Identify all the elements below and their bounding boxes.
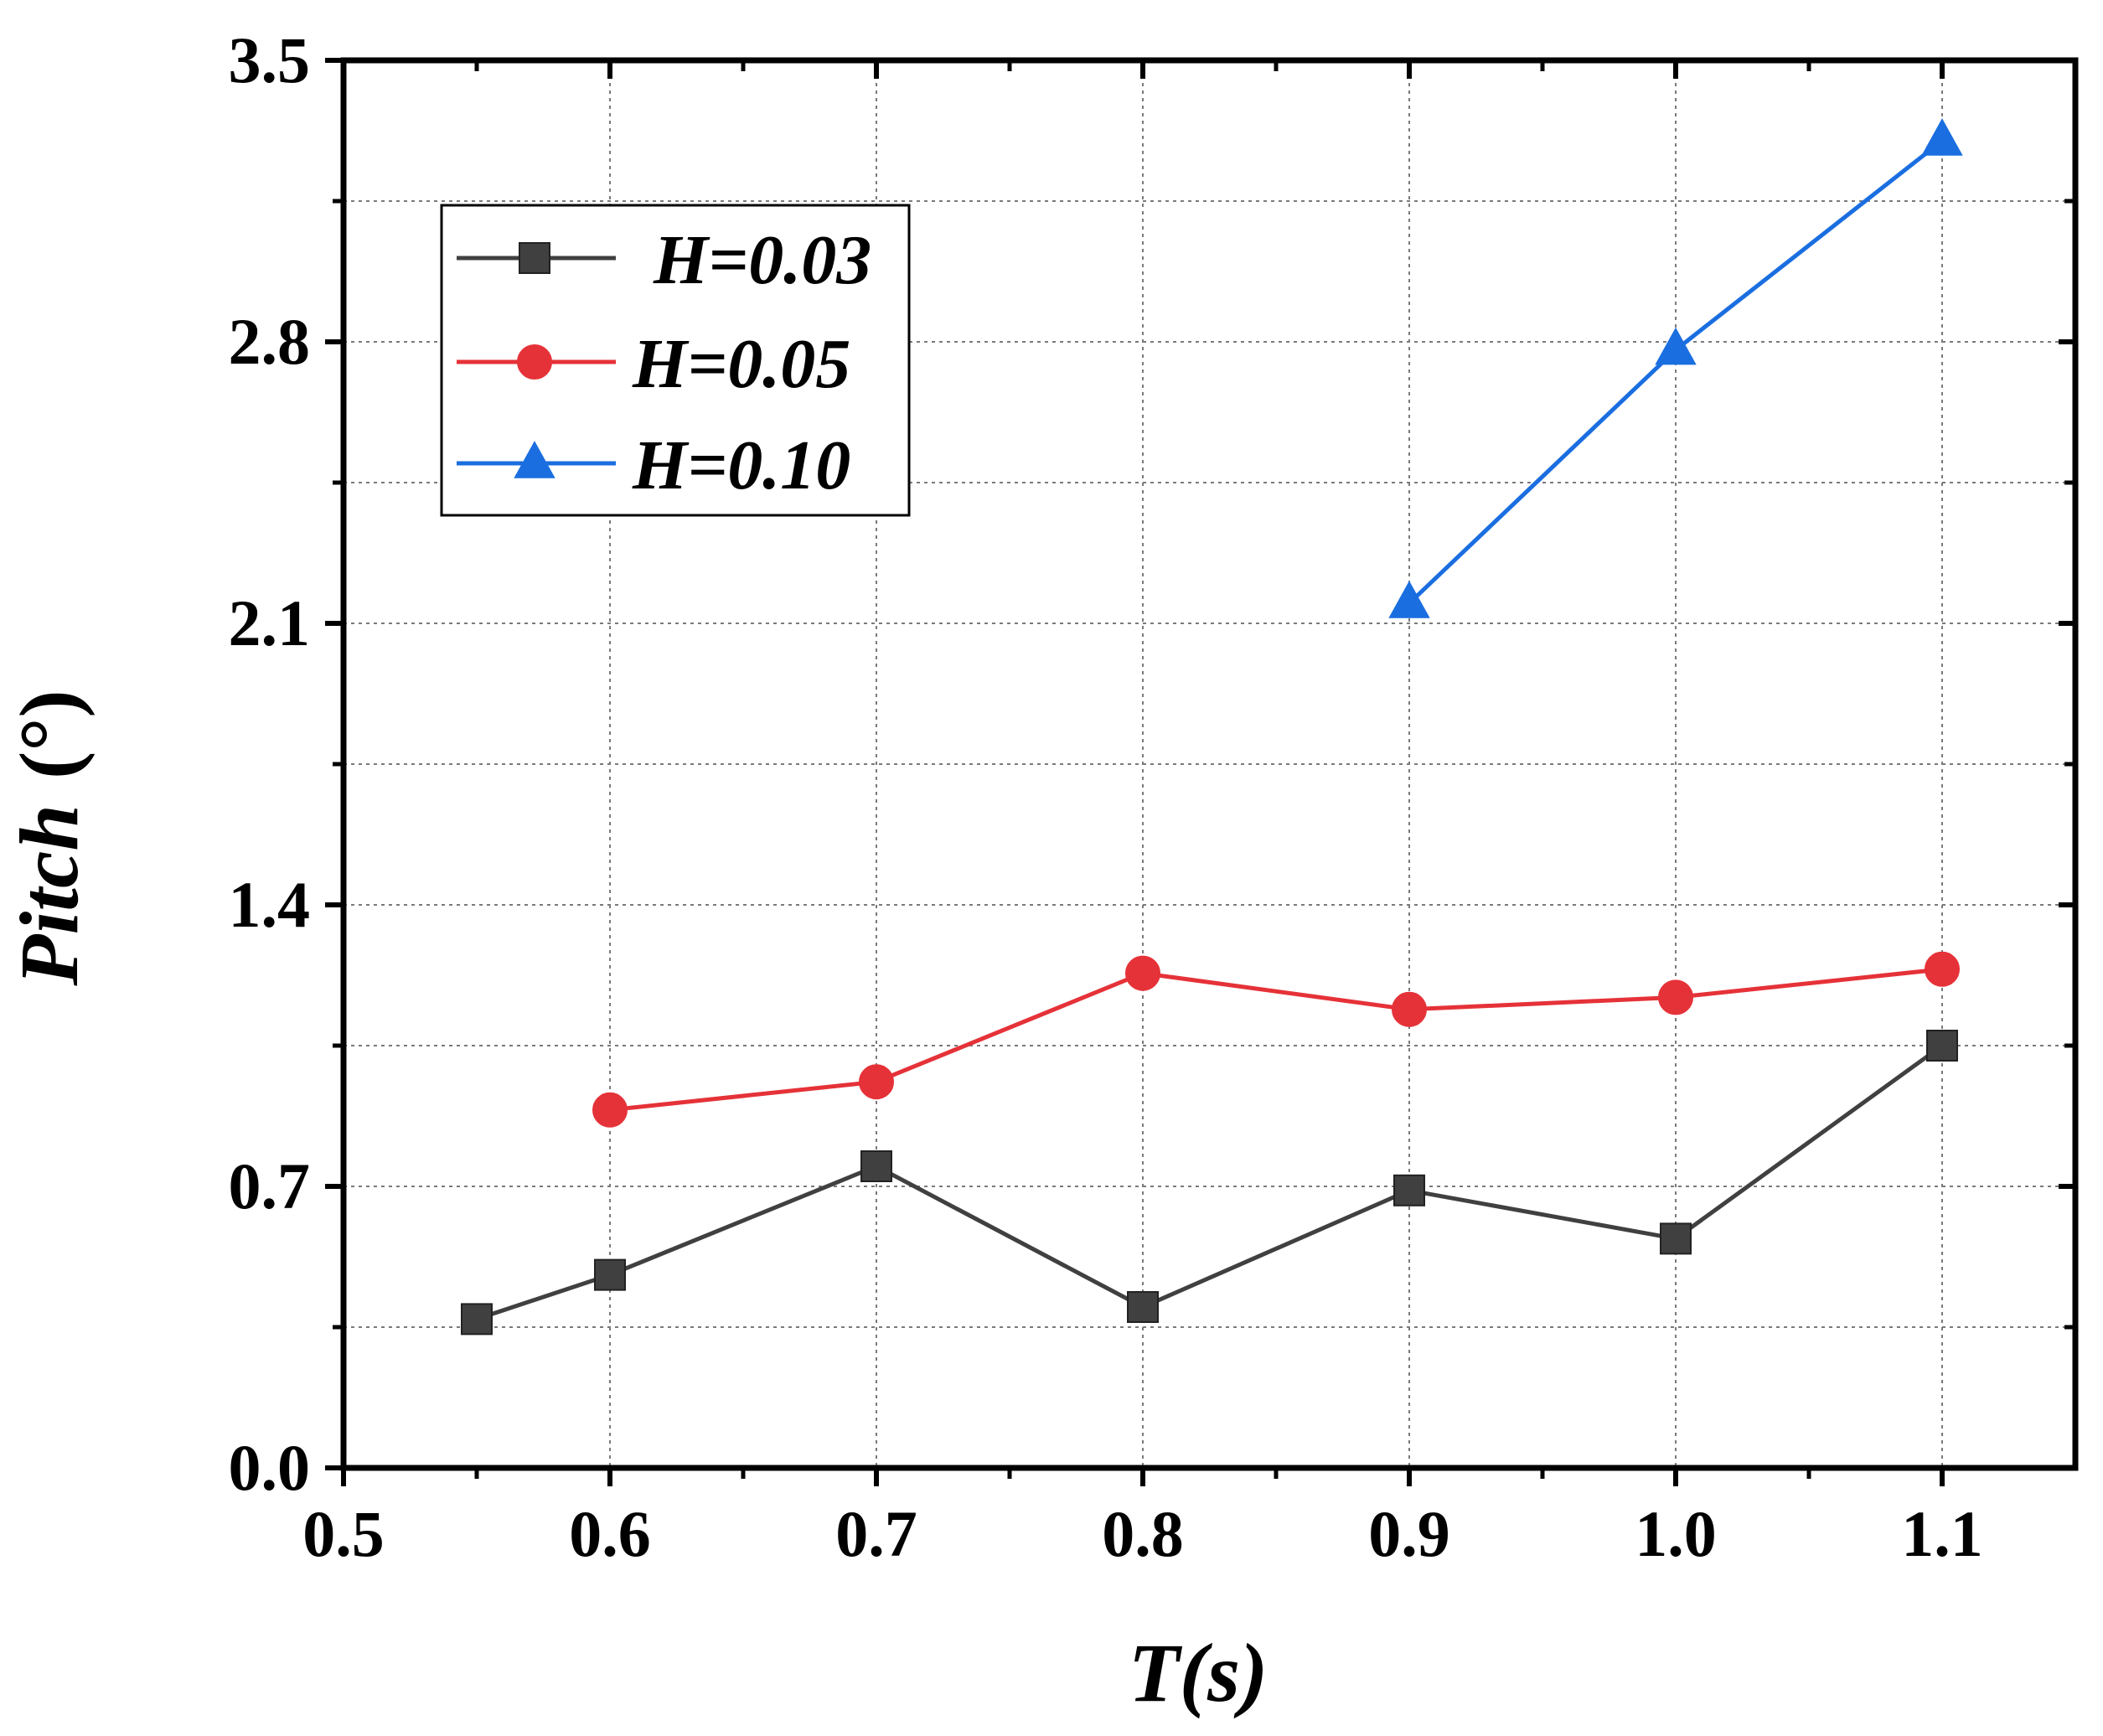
data-point-circle bbox=[1125, 955, 1160, 991]
legend-label: H=0.05 bbox=[632, 325, 850, 403]
series-line bbox=[476, 1043, 1944, 1321]
data-point-square bbox=[1660, 1222, 1692, 1255]
data-point-triangle bbox=[1655, 327, 1697, 365]
data-point-square bbox=[461, 1303, 493, 1336]
x-tick-label: 0.7 bbox=[835, 1497, 917, 1570]
x-tick-label: 0.6 bbox=[569, 1497, 651, 1570]
series-H=0.03 bbox=[461, 1030, 1958, 1336]
legend-item: H=0.10 bbox=[457, 426, 850, 504]
series-H=0.05 bbox=[592, 951, 1960, 1128]
x-tick-label: 0.8 bbox=[1102, 1497, 1184, 1570]
legend: H=0.03 H=0.05 H=0.10 bbox=[440, 204, 911, 517]
x-axis-title: T(s) bbox=[1129, 1626, 1269, 1719]
labels-layer: 0.5 0.6 0.7 0.8 0.9 1.0 1.1 0.0 0.7 1.4 2.1 2.8 3.5 bbox=[229, 23, 1983, 1570]
data-point-square bbox=[1393, 1174, 1425, 1206]
y-axis-unit: (°) bbox=[3, 690, 96, 779]
y-tick-label: 2.1 bbox=[229, 586, 311, 659]
data-point-square bbox=[1127, 1291, 1159, 1323]
legend-marker bbox=[517, 344, 552, 380]
y-tick-label: 3.5 bbox=[229, 23, 311, 96]
x-tick-label: 1.0 bbox=[1635, 1497, 1717, 1570]
x-tick-label: 0.9 bbox=[1368, 1497, 1450, 1570]
legend-item: H=0.03 bbox=[457, 221, 871, 299]
legend-label: H=0.03 bbox=[653, 221, 871, 299]
legend-marker bbox=[519, 242, 550, 274]
data-point-circle bbox=[1925, 951, 1960, 987]
y-tick-label: 0.0 bbox=[229, 1431, 311, 1504]
data-point-triangle bbox=[1921, 118, 1963, 156]
data-point-square bbox=[1926, 1030, 1958, 1062]
y-axis-title: Pitch (°) bbox=[3, 690, 96, 986]
y-axis-title-text: Pitch bbox=[3, 804, 96, 987]
series-line bbox=[609, 967, 1943, 1113]
data-point-circle bbox=[592, 1092, 628, 1128]
data-point-square bbox=[860, 1150, 892, 1182]
legend-marker bbox=[514, 441, 555, 478]
data-point-triangle bbox=[1388, 581, 1430, 618]
x-tick-label: 1.1 bbox=[1901, 1497, 1983, 1570]
data-point-circle bbox=[1658, 979, 1693, 1015]
y-axis-title-group: Pitch (°) bbox=[3, 690, 96, 986]
y-tick-label: 0.7 bbox=[229, 1150, 311, 1222]
data-point-circle bbox=[859, 1064, 894, 1100]
plot-frame bbox=[340, 57, 2079, 1471]
data-point-circle bbox=[1392, 991, 1427, 1027]
legend-item: H=0.05 bbox=[457, 325, 850, 403]
y-tick-label: 2.8 bbox=[229, 305, 311, 378]
legend-label: H=0.10 bbox=[632, 426, 850, 504]
series-H=0.10 bbox=[1388, 118, 1963, 618]
x-tick-label: 0.5 bbox=[302, 1497, 385, 1570]
data-point-square bbox=[594, 1258, 626, 1291]
series-layer bbox=[461, 118, 1963, 1336]
y-tick-label: 1.4 bbox=[229, 868, 311, 941]
